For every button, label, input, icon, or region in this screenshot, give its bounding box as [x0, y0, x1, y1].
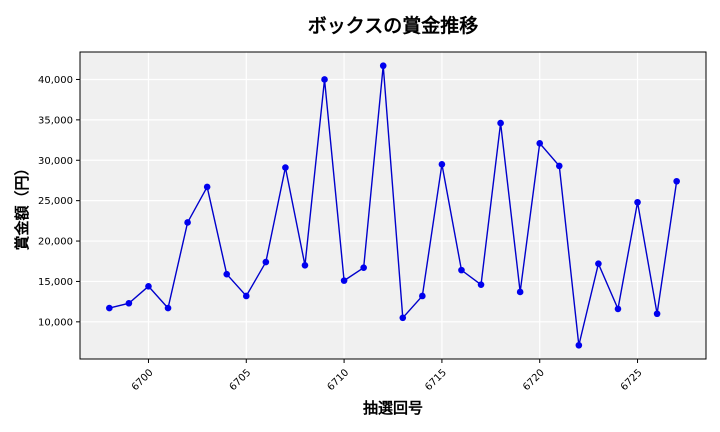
x-tick-label: 6725 [619, 367, 645, 393]
x-tick-label: 6700 [130, 367, 156, 393]
data-point [282, 164, 289, 171]
data-point [184, 219, 191, 226]
data-point [223, 270, 231, 278]
data-point [203, 183, 211, 191]
x-tick-label: 6710 [325, 367, 351, 393]
plot-frame [79, 51, 707, 360]
data-point [458, 266, 465, 274]
data-point [536, 139, 544, 147]
data-point [340, 277, 348, 284]
data-point [360, 264, 367, 272]
y-tick-label: 40,000 [38, 75, 73, 86]
y-tick-label: 10,000 [38, 317, 73, 328]
data-point [145, 282, 152, 290]
y-tick-label: 15,000 [38, 277, 73, 288]
x-axis-label: 抽選回号 [363, 399, 423, 417]
data-point [242, 292, 250, 300]
data-point [673, 177, 680, 185]
data-point [106, 304, 113, 312]
data-point [438, 160, 446, 168]
data-point [477, 281, 485, 288]
data-point [595, 260, 602, 267]
data-point [575, 341, 583, 349]
data-point [516, 288, 524, 296]
data-point [379, 62, 387, 70]
data-point [614, 305, 622, 313]
y-axis-label: 賞金額（円） [13, 160, 31, 250]
data-point [262, 258, 270, 266]
data-point [301, 261, 309, 269]
data-point [164, 304, 172, 312]
data-point [555, 162, 563, 170]
series-line [109, 65, 678, 346]
data-point [497, 119, 504, 127]
data-point [399, 314, 407, 322]
x-tick-label: 6705 [228, 367, 254, 393]
y-tick-label: 25,000 [38, 196, 73, 207]
y-tick-label: 35,000 [38, 115, 73, 126]
plot-background [80, 52, 706, 359]
data-point [419, 292, 426, 300]
data-point [321, 76, 328, 83]
y-tick-label: 30,000 [38, 156, 73, 167]
data-point [634, 198, 641, 206]
y-tick-label: 20,000 [38, 237, 73, 248]
x-tick-label: 6715 [423, 367, 449, 393]
data-series [106, 62, 680, 349]
x-tick-label: 6720 [521, 367, 547, 393]
data-point [653, 310, 661, 318]
data-point [125, 299, 133, 307]
chart-title: ボックスの賞金推移 [308, 14, 478, 37]
